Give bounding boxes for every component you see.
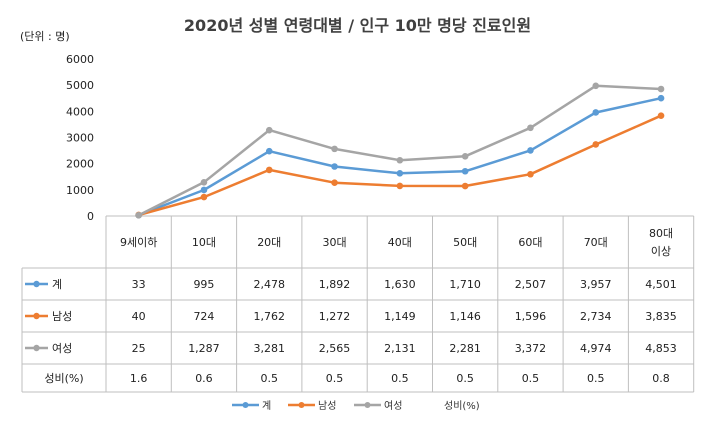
category-label: 70대: [584, 236, 608, 249]
y-tick-label: 2000: [66, 158, 94, 171]
table-row-label: 계: [52, 278, 62, 291]
category-label: 20대: [257, 236, 281, 249]
data-point: [592, 109, 600, 116]
data-point: [331, 163, 338, 170]
table-cell-value: 0.8: [652, 372, 670, 385]
table-cell-value: 40: [132, 310, 146, 323]
table-cell-value: 1,596: [515, 310, 547, 323]
data-point: [657, 112, 665, 119]
data-point: [461, 167, 469, 175]
data-point: [265, 126, 273, 134]
y-tick-label: 3000: [66, 132, 94, 145]
y-tick-label: 6000: [66, 53, 94, 66]
unit-label: (단위 : 명): [20, 30, 70, 43]
y-tick-label: 5000: [66, 79, 94, 92]
table-row-label: 남성: [52, 310, 72, 323]
data-point: [331, 145, 338, 153]
data-point: [265, 147, 273, 155]
table-cell-value: 1,149: [384, 310, 416, 323]
data-point: [527, 170, 534, 178]
table-cell-value: 3,835: [645, 310, 677, 323]
data-point: [396, 156, 404, 164]
legend-label: 남성: [318, 400, 336, 412]
legend-label: 성비(%): [444, 400, 480, 412]
table-row-label: 여성: [52, 342, 72, 355]
table-cell-value: 1,146: [449, 310, 481, 323]
data-point: [461, 153, 469, 160]
table-cell-value: 1,762: [254, 310, 286, 323]
table-cell-value: 2,565: [319, 342, 351, 355]
category-label: 60대: [518, 236, 542, 249]
data-point: [200, 186, 208, 194]
data-point: [592, 82, 600, 90]
y-tick-label: 0: [87, 210, 94, 223]
data-point: [592, 141, 600, 148]
category-label: 9세이하: [120, 235, 157, 249]
data-point: [527, 124, 534, 132]
legend-label: 계: [262, 400, 271, 412]
legend-marker: [298, 402, 305, 408]
data-point: [657, 85, 665, 93]
data-point: [200, 179, 208, 186]
table-cell-value: 1,710: [449, 278, 481, 291]
data-point: [527, 147, 534, 154]
table-cell-value: 2,507: [515, 278, 547, 291]
category-label: 10대: [192, 236, 216, 249]
y-tick-label: 1000: [66, 184, 94, 197]
category-label: 이상: [651, 245, 671, 258]
table-cell-value: 2,734: [580, 310, 612, 323]
table-cell-value: 1,287: [188, 342, 220, 355]
table-row-label: 성비(%): [44, 372, 83, 385]
data-point: [657, 94, 665, 102]
legend-key-marker: [33, 280, 40, 288]
table-cell-value: 2,131: [384, 342, 416, 355]
table-cell-value: 3,957: [580, 278, 612, 291]
table-cell-value: 724: [193, 310, 214, 323]
table-cell-value: 995: [193, 278, 214, 291]
y-tick-label: 4000: [66, 105, 94, 118]
chart-title: 2020년 성별 연령대별 / 인구 10만 명당 진료인원: [183, 16, 532, 35]
category-label: 50대: [453, 236, 477, 249]
legend-key-marker: [33, 344, 40, 352]
table-cell-value: 1,630: [384, 278, 416, 291]
legend-marker: [242, 402, 249, 408]
data-point: [200, 193, 208, 201]
series-line: [138, 114, 662, 217]
data-point: [461, 182, 469, 190]
category-label: 40대: [388, 236, 412, 249]
legend-label: 여성: [384, 400, 402, 412]
table-cell-value: 3,281: [254, 342, 286, 355]
category-label: 80대: [649, 227, 673, 240]
table-cell-value: 0.5: [587, 372, 605, 385]
table-cell-value: 0.5: [261, 372, 279, 385]
table-cell-value: 0.5: [391, 372, 409, 385]
table-cell-value: 0.6: [195, 372, 213, 385]
table-cell-value: 1,892: [319, 278, 351, 291]
table-cell-value: 3,372: [515, 342, 547, 355]
data-point: [331, 179, 338, 187]
data-point: [135, 212, 142, 219]
table-cell-value: 0.5: [456, 372, 474, 385]
data-point: [396, 182, 404, 190]
table-cell-value: 1.6: [130, 372, 148, 385]
table-cell-value: 2,281: [449, 342, 481, 355]
table-cell-value: 0.5: [326, 372, 344, 385]
series-line: [138, 96, 662, 217]
table-cell-value: 25: [132, 342, 146, 355]
data-point: [396, 170, 404, 177]
table-cell-value: 4,853: [645, 342, 677, 355]
table-cell-value: 2,478: [254, 278, 286, 291]
category-label: 30대: [322, 236, 346, 249]
legend-key-marker: [33, 312, 40, 320]
table-cell-value: 4,974: [580, 342, 612, 355]
table-cell-value: 1,272: [319, 310, 351, 323]
table-cell-value: 0.5: [522, 372, 540, 385]
table-cell-value: 33: [132, 278, 146, 291]
table-cell-value: 4,501: [645, 278, 677, 291]
legend-marker: [364, 402, 371, 408]
data-point: [265, 166, 273, 174]
